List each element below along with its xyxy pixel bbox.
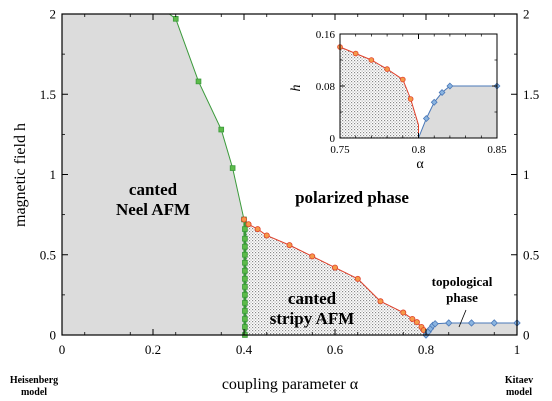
kitaev-caption-line2: model: [506, 387, 532, 398]
neel-region: [62, 14, 245, 335]
inset-stripy-point: [368, 57, 375, 63]
neel-boundary-point: [242, 300, 248, 306]
topological-label-line1: topological: [432, 274, 493, 289]
inset-x-tick-label: 0.75: [330, 144, 350, 156]
x-tick-label: 1: [514, 342, 521, 357]
neel-boundary-point: [218, 126, 225, 133]
stripy-boundary-point: [354, 275, 361, 282]
neel-label-line2: Neel AFM: [116, 200, 190, 219]
main-x-axis-title: coupling parameter α: [222, 376, 359, 393]
inset-y-tick-label: 0.16: [316, 29, 336, 41]
stripy-boundary-point: [240, 216, 247, 223]
inset-boundary-lines: [339, 46, 497, 139]
neel-boundary-point: [242, 316, 248, 322]
inset-x-tick-label: 0.8: [412, 144, 426, 156]
y-tick-label-left: 1.5: [40, 87, 56, 102]
polarized-label: polarized phase: [295, 188, 409, 207]
neel-boundary-point: [172, 16, 179, 22]
inset-y-tick-label: 0.08: [316, 81, 336, 93]
stripy-boundary-point: [245, 221, 252, 228]
inset-stripy-point: [352, 50, 359, 57]
x-tick-label: 0.6: [327, 342, 344, 357]
inset-topological-point: [422, 115, 430, 122]
neel-boundary-point: [242, 284, 248, 290]
inset-axis-ticks: 0.75 0.8 0.85 0 0.08 0.16: [316, 29, 507, 156]
y-tick-label-right: 1: [523, 167, 530, 182]
y-tick-label-right: 0.5: [523, 247, 539, 262]
topological-label-line2: phase: [446, 290, 478, 305]
inset-stripy-point: [399, 76, 406, 83]
inset-stripy-point: [407, 96, 414, 102]
neel-boundary-point: [242, 276, 248, 282]
stripy-label-line2: stripy AFM: [270, 309, 355, 328]
neel-boundary-point: [242, 267, 248, 274]
inset-x-axis-title: α: [416, 157, 424, 172]
neel-boundary-point: [229, 165, 236, 171]
neel-boundary-point: [242, 226, 248, 232]
inset-stripy-region: [340, 47, 419, 138]
x-tick-label: 0.4: [236, 342, 253, 357]
topological-pointer: [458, 309, 467, 328]
stripy-boundary-point: [331, 264, 338, 271]
neel-boundary-point: [242, 324, 248, 330]
x-tick-label: 0.8: [418, 342, 434, 357]
neel-boundary-point: [242, 251, 248, 258]
main-phase-regions: [62, 14, 517, 335]
kitaev-caption-line1: Kitaev: [505, 375, 533, 386]
inset-topological-point: [430, 98, 438, 106]
stripy-boundary-point: [309, 253, 316, 260]
stripy-boundary-point: [409, 315, 416, 322]
inset-topological-region: [418, 86, 497, 138]
heisenberg-caption-line1: Heisenberg: [10, 375, 58, 386]
inset-topological-point: [438, 89, 446, 96]
main-axis-ticks: 0 0.2 0.4 0.6 0.8 10 00.5 0.51 11.5 1.52 2: [40, 7, 540, 358]
y-tick-label-left: 0: [50, 328, 57, 343]
y-tick-label-left: 1: [50, 167, 57, 182]
topological-boundary-point: [431, 320, 439, 328]
inset-x-tick-label: 0.85: [487, 144, 507, 156]
main-y-axis-title: magnetic field h: [12, 123, 29, 227]
y-tick-label-left: 2: [50, 7, 57, 22]
inset-stripy-boundary: [339, 46, 419, 138]
topological-boundary-point: [445, 319, 453, 327]
y-tick-label-right: 1.5: [523, 87, 539, 102]
stripy-boundary-point: [263, 232, 270, 239]
stripy-boundary-point: [254, 226, 261, 233]
stripy-boundary-point: [286, 242, 293, 249]
inset-stripy-point: [384, 66, 390, 72]
heisenberg-caption-line2: model: [21, 387, 47, 398]
inset-topological-boundary: [418, 85, 497, 139]
stripy-boundary-point: [377, 298, 384, 305]
x-tick-label: 0.2: [145, 342, 161, 357]
neel-boundary-point: [195, 78, 202, 85]
stripy-label-line1: canted: [288, 289, 337, 308]
topological-boundary-point: [467, 319, 476, 327]
stripy-region: [244, 219, 426, 335]
inset-y-axis-title: h: [289, 85, 304, 92]
neel-label-line1: canted: [129, 180, 178, 199]
neel-boundary-point: [242, 243, 248, 250]
y-tick-label-left: 0.5: [40, 247, 56, 262]
inset-phase-regions: [340, 47, 497, 138]
topological-boundary-point: [490, 319, 498, 327]
inset-topological-point: [446, 82, 454, 90]
inset-y-tick-label: 0: [330, 133, 336, 145]
neel-boundary-point: [242, 308, 248, 314]
y-tick-label-right: 2: [523, 7, 530, 22]
neel-boundary-point: [242, 259, 248, 266]
neel-boundary-point: [242, 292, 248, 298]
y-tick-label-right: 0: [523, 328, 530, 343]
stripy-boundary-point: [400, 309, 407, 316]
x-tick-label: 0: [59, 342, 66, 357]
stripy-boundary-point: [413, 319, 420, 326]
neel-boundary-point: [242, 235, 248, 242]
